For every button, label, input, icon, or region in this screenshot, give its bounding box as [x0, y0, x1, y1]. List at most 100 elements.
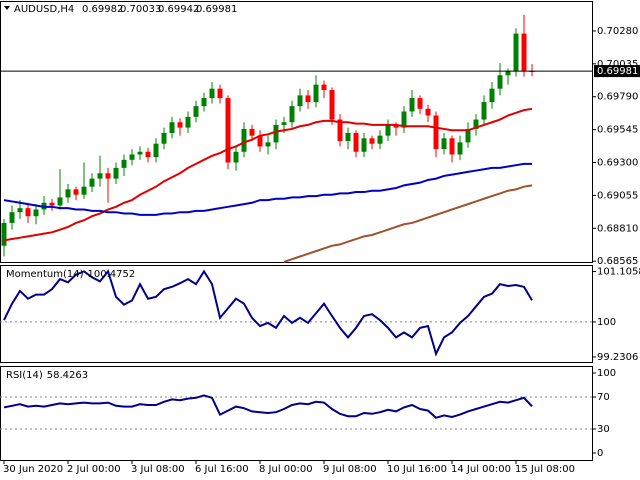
- open-value: 0.69982: [82, 4, 123, 15]
- y-tick-label: 0.69790: [597, 92, 638, 103]
- high-value: 0.70033: [120, 4, 161, 15]
- y-tick-label: 100: [597, 317, 616, 328]
- close-value: 0.69981: [196, 4, 237, 15]
- candle-body: [129, 154, 135, 160]
- candle-body: [257, 135, 263, 147]
- x-tick-label: 2 Jul 00:00: [67, 464, 121, 475]
- candle-body: [329, 90, 335, 120]
- candle-body: [401, 111, 407, 128]
- y-tick-label: 30: [597, 424, 610, 435]
- price-tag-label: 0.69981: [597, 66, 638, 77]
- low-value: 0.69942: [158, 4, 199, 15]
- candle-body: [321, 84, 327, 91]
- y-tick-label: 100: [597, 368, 616, 379]
- candle-body: [89, 178, 95, 187]
- candle-body: [233, 151, 239, 163]
- candle-body: [73, 189, 79, 195]
- y-tick-label: 0.69300: [597, 158, 638, 169]
- price-tag: [594, 65, 640, 78]
- menu-arrow[interactable]: [4, 6, 10, 10]
- candle-body: [521, 33, 527, 71]
- candle-body: [265, 142, 271, 147]
- candle-body: [225, 98, 231, 163]
- candle-body: [113, 167, 119, 179]
- candle-body: [497, 75, 503, 89]
- candle-body: [241, 128, 247, 152]
- indicator-title: Momentum(14): [6, 269, 84, 280]
- candle-body: [337, 119, 343, 142]
- candle-body: [17, 208, 23, 213]
- candle-body: [513, 33, 519, 72]
- x-tick-label: 14 Jul 00:00: [451, 464, 511, 475]
- y-tick-label: 0.70280: [597, 26, 638, 37]
- indicator-line: [3, 269, 533, 357]
- candle-body: [433, 115, 439, 150]
- candle-body: [297, 95, 303, 107]
- candle-body: [81, 186, 87, 195]
- candle-body: [313, 84, 319, 103]
- candle-body: [249, 128, 255, 136]
- indicator-line: [3, 394, 533, 419]
- candle-body: [177, 122, 183, 128]
- y-tick-label: 0.69055: [597, 190, 638, 201]
- x-tick-label: 30 Jun 2020: [3, 464, 63, 475]
- x-tick-label: 8 Jul 00:00: [259, 464, 313, 475]
- y-tick-label: 0.68565: [597, 256, 638, 267]
- x-tick-label: 10 Jul 16:00: [387, 464, 447, 475]
- x-tick-label: 3 Jul 08:00: [131, 464, 185, 475]
- candle-body: [473, 119, 479, 129]
- candle-body: [465, 128, 471, 143]
- candle-body: [145, 151, 151, 158]
- candle-body: [441, 138, 447, 150]
- moving-average: [3, 162, 532, 216]
- candle-body: [217, 88, 223, 99]
- candle-body: [65, 189, 71, 198]
- panel-frame: [0, 1, 593, 263]
- indicator-value: 100.4752: [88, 269, 136, 280]
- y-tick-label: 0.70035: [597, 59, 638, 70]
- x-tick-label: 9 Jul 08:00: [323, 464, 377, 475]
- candle-body: [209, 88, 215, 99]
- candle-body: [353, 132, 359, 152]
- candle-body: [105, 173, 111, 179]
- candle-body: [481, 102, 487, 120]
- candle-body: [409, 98, 415, 112]
- indicator-title: RSI(14): [6, 370, 43, 381]
- candle-body: [185, 116, 191, 128]
- candle-body: [153, 143, 159, 158]
- panel-frame: [0, 265, 593, 363]
- candle-body: [281, 122, 287, 125]
- candle-body: [417, 98, 423, 109]
- y-tick-label: 101.1058: [597, 267, 640, 278]
- candle-body: [457, 142, 463, 155]
- x-tick-label: 15 Jul 08:00: [515, 464, 575, 475]
- candle-body: [9, 212, 15, 223]
- x-tick-label: 6 Jul 16:00: [195, 464, 249, 475]
- moving-average: [3, 107, 533, 242]
- candle-body: [201, 98, 207, 107]
- candle-body: [193, 106, 199, 117]
- y-tick-label: 0.68810: [597, 223, 638, 234]
- candle-body: [1, 222, 7, 246]
- candle-body: [369, 138, 375, 144]
- candle-body: [289, 106, 295, 123]
- y-tick-label: 0: [597, 448, 603, 459]
- candle-body: [57, 197, 63, 206]
- y-tick-label: 70: [597, 392, 610, 403]
- candle-body: [489, 88, 495, 103]
- y-tick-label: 0.69545: [597, 125, 638, 136]
- candle-body: [137, 151, 143, 155]
- candle-body: [305, 95, 311, 103]
- candle-body: [345, 132, 351, 142]
- candle-body: [425, 108, 431, 116]
- panel-frame: [0, 366, 593, 461]
- moving-average: [283, 184, 533, 263]
- candle-body: [161, 132, 167, 144]
- candle-body: [377, 135, 383, 144]
- candle-body: [385, 124, 391, 136]
- candle-body: [393, 124, 399, 128]
- symbol: AUDUSD,H4: [14, 4, 74, 15]
